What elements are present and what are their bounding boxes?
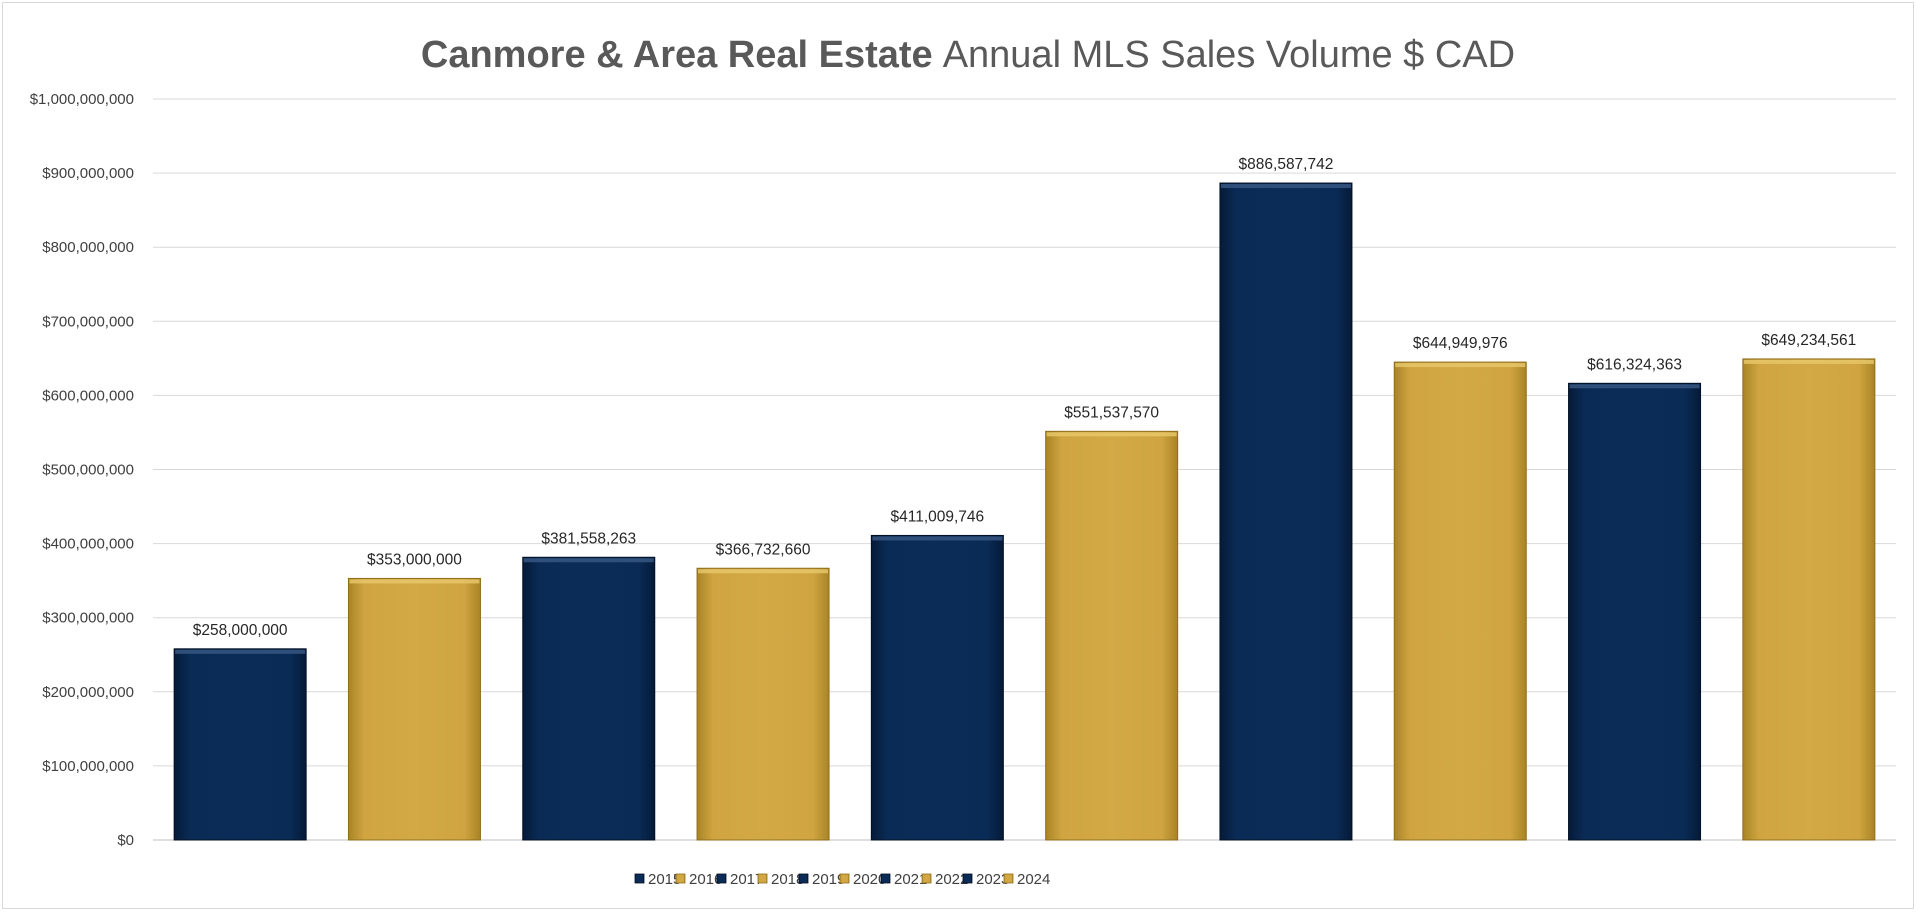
y-axis-ticks: $0 $100,000,000 $200,000,000 $300,000,000 $4…: [30, 91, 134, 849]
legend-label: 2017: [730, 871, 763, 888]
bar-bevel: [1569, 384, 1700, 389]
legend-label: 2023: [976, 871, 1009, 888]
legend-label: 2021: [894, 871, 927, 888]
y-tick-label: $400,000,000: [42, 536, 134, 553]
bar-bevel: [1220, 184, 1351, 189]
bar-2016: [347, 577, 481, 841]
y-tick-label: $300,000,000: [42, 610, 134, 627]
legend-item-2023: 2023: [962, 871, 1009, 888]
bar-2018: [696, 567, 830, 841]
legend-swatch: [921, 873, 932, 884]
legend-item-2017: 2017: [716, 871, 763, 888]
bar-2015: [173, 648, 307, 841]
bar-bevel: [698, 569, 829, 574]
bar-bevel: [1395, 363, 1526, 368]
bar-2020: [1045, 430, 1179, 841]
legend-item-2016: 2016: [675, 871, 722, 888]
data-labels: $258,000,000 $353,000,000 $381,558,263 $366…: [193, 156, 1857, 639]
chart-title: Canmore & Area Real Estate Annual MLS Sal…: [421, 34, 1515, 76]
bar-2019: [870, 534, 1004, 841]
legend-item-2019: 2019: [798, 871, 845, 888]
bar-chart: Canmore & Area Real Estate Annual MLS Sal…: [30, 34, 1896, 888]
bar-bevel: [349, 579, 480, 584]
data-label-2021: $886,587,742: [1239, 156, 1334, 173]
data-label-2015: $258,000,000: [193, 622, 288, 639]
data-label-2018: $366,732,660: [716, 541, 811, 558]
y-tick-label: $700,000,000: [42, 313, 134, 330]
data-label-2016: $353,000,000: [367, 551, 462, 568]
bars: [173, 182, 1876, 841]
data-label-2023: $616,324,363: [1587, 356, 1682, 373]
legend-label: 2024: [1017, 871, 1050, 888]
y-tick-label: $900,000,000: [42, 165, 134, 182]
legend-label: 2018: [771, 871, 804, 888]
legend-label: 2016: [689, 871, 722, 888]
legend: 2015 2016 2017 2018 2019 2020 2021 2022 2023 2024: [634, 871, 1050, 888]
data-label-2022: $644,949,976: [1413, 335, 1508, 352]
legend-swatch: [757, 873, 768, 884]
legend-swatch: [716, 873, 727, 884]
y-tick-label: $600,000,000: [42, 387, 134, 404]
legend-item-2020: 2020: [839, 871, 886, 888]
data-label-2020: $551,537,570: [1064, 404, 1159, 421]
legend-swatch: [798, 873, 809, 884]
bar-bevel: [175, 649, 306, 654]
bar-bevel: [1046, 432, 1177, 437]
y-tick-label: $100,000,000: [42, 758, 134, 775]
chart-title-rest: Annual MLS Sales Volume $ CAD: [943, 34, 1515, 76]
y-tick-label: $1,000,000,000: [30, 91, 134, 108]
legend-swatch: [634, 873, 645, 884]
legend-swatch: [1003, 873, 1014, 884]
data-label-2017: $381,558,263: [541, 530, 636, 547]
bar-2017: [522, 556, 656, 841]
legend-swatch: [675, 873, 686, 884]
bar-2024: [1742, 358, 1876, 841]
legend-item-2024: 2024: [1003, 871, 1050, 888]
bar-bevel: [872, 536, 1003, 541]
legend-label: 2022: [935, 871, 968, 888]
legend-swatch: [839, 873, 850, 884]
legend-item-2021: 2021: [880, 871, 927, 888]
bar-bevel: [523, 558, 654, 563]
bar-2022: [1393, 361, 1527, 841]
legend-label: 2019: [812, 871, 845, 888]
y-tick-label: $200,000,000: [42, 684, 134, 701]
bar-2021: [1219, 182, 1353, 841]
legend-label: 2020: [853, 871, 886, 888]
legend-item-2015: 2015: [634, 871, 681, 888]
chart-title-bold: Canmore & Area Real Estate: [421, 34, 933, 76]
legend-item-2018: 2018: [757, 871, 804, 888]
legend-swatch: [880, 873, 891, 884]
y-tick-label: $500,000,000: [42, 462, 134, 479]
data-label-2024: $649,234,561: [1761, 332, 1856, 349]
legend-item-2022: 2022: [921, 871, 968, 888]
y-tick-label: $800,000,000: [42, 239, 134, 256]
bar-bevel: [1743, 359, 1874, 364]
y-tick-label: $0: [117, 832, 134, 849]
legend-label: 2015: [648, 871, 681, 888]
bar-2023: [1568, 382, 1702, 841]
data-label-2019: $411,009,746: [891, 508, 985, 525]
legend-swatch: [962, 873, 973, 884]
